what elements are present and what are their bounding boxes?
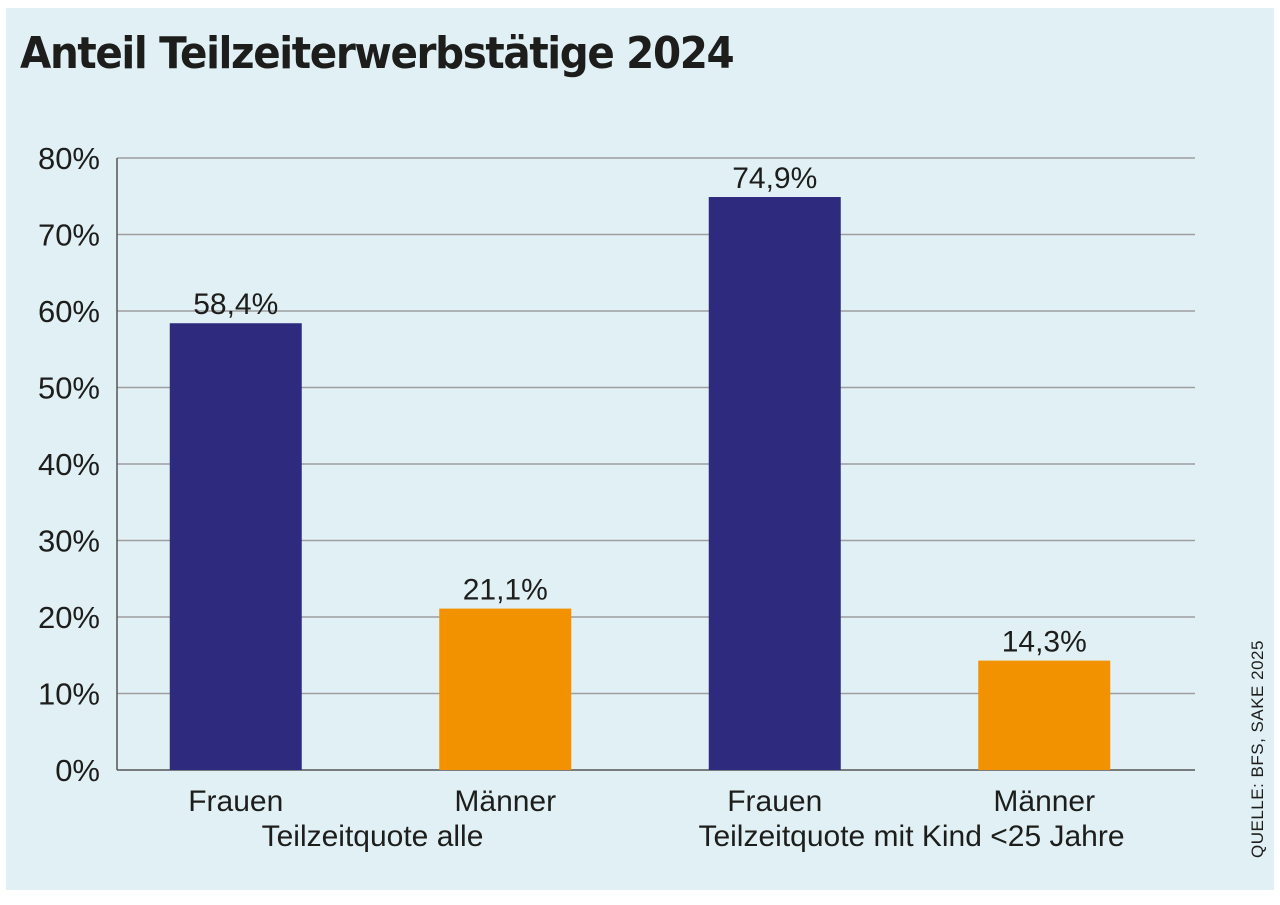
bar [978,660,1111,770]
category-label: Frauen [188,785,283,818]
category-label: Männer [454,785,556,818]
data-label: 74,9% [732,162,817,195]
source-note: QUELLE: BFS, SAKE 2025 [1248,640,1267,858]
y-tick-label: 10% [38,677,100,712]
y-tick-label: 20% [38,600,100,635]
category-label: Männer [993,785,1095,818]
y-tick-label: 0% [55,753,100,788]
y-tick-label: 30% [38,524,100,559]
bar [708,197,841,770]
y-tick-label: 80% [38,141,100,176]
bar [439,608,572,770]
group-label: Teilzeitquote mit Kind <25 Jahre [698,820,1124,853]
y-tick-label: 40% [38,447,100,482]
chart-title: Anteil Teilzeiterwerbstätige 2024 [20,28,735,79]
y-tick-label: 50% [38,371,100,406]
data-label: 14,3% [1002,626,1087,659]
category-label: Frauen [727,785,822,818]
data-label: 58,4% [193,288,278,321]
data-label: 21,1% [463,574,548,607]
group-label: Teilzeitquote alle [262,820,484,853]
y-tick-label: 70% [38,218,100,253]
y-tick-label: 60% [38,294,100,329]
bar [169,323,302,770]
